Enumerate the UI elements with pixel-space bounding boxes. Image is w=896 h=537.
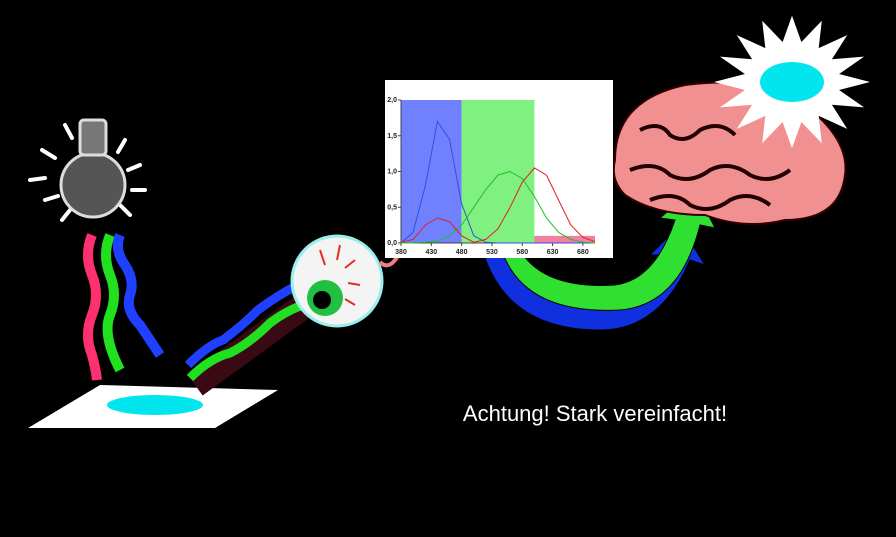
y-tick-label: 0,0 xyxy=(387,240,397,247)
chart: 0,0 0,5 1,0 1,5 2,0 380 430 480 530 580 630 680 xyxy=(387,97,596,256)
light-bulb xyxy=(28,118,147,222)
brain-folds xyxy=(629,124,792,211)
wave-blue xyxy=(112,233,165,358)
x-tick-label: 580 xyxy=(516,249,528,256)
series-line xyxy=(401,170,596,244)
arrow-green xyxy=(499,187,716,311)
series-line xyxy=(400,120,595,244)
x-tick-label: 530 xyxy=(486,249,498,256)
x-tick-label: 430 xyxy=(425,249,437,256)
wave-red xyxy=(83,233,102,381)
band xyxy=(401,100,462,243)
band xyxy=(461,100,535,243)
y-tick-label: 0,5 xyxy=(387,204,397,211)
series-line xyxy=(400,167,596,243)
sun-spot xyxy=(760,62,824,102)
x-tick-label: 380 xyxy=(395,249,407,256)
x-tick-label: 630 xyxy=(547,249,559,256)
y-tick-label: 1,5 xyxy=(387,133,397,140)
spot xyxy=(107,395,203,415)
y-tick-label: 1,0 xyxy=(387,169,397,176)
band xyxy=(534,235,595,243)
wave-blue-2 xyxy=(184,280,301,369)
caption: Achtung! Stark vereinfacht! xyxy=(463,401,727,426)
x-tick-label: 680 xyxy=(577,249,589,256)
eye xyxy=(290,234,384,328)
y-tick-label: 2,0 xyxy=(387,97,397,104)
wave-green xyxy=(101,233,125,373)
x-tick-label: 480 xyxy=(456,249,468,256)
wave-green-2 xyxy=(186,298,312,382)
